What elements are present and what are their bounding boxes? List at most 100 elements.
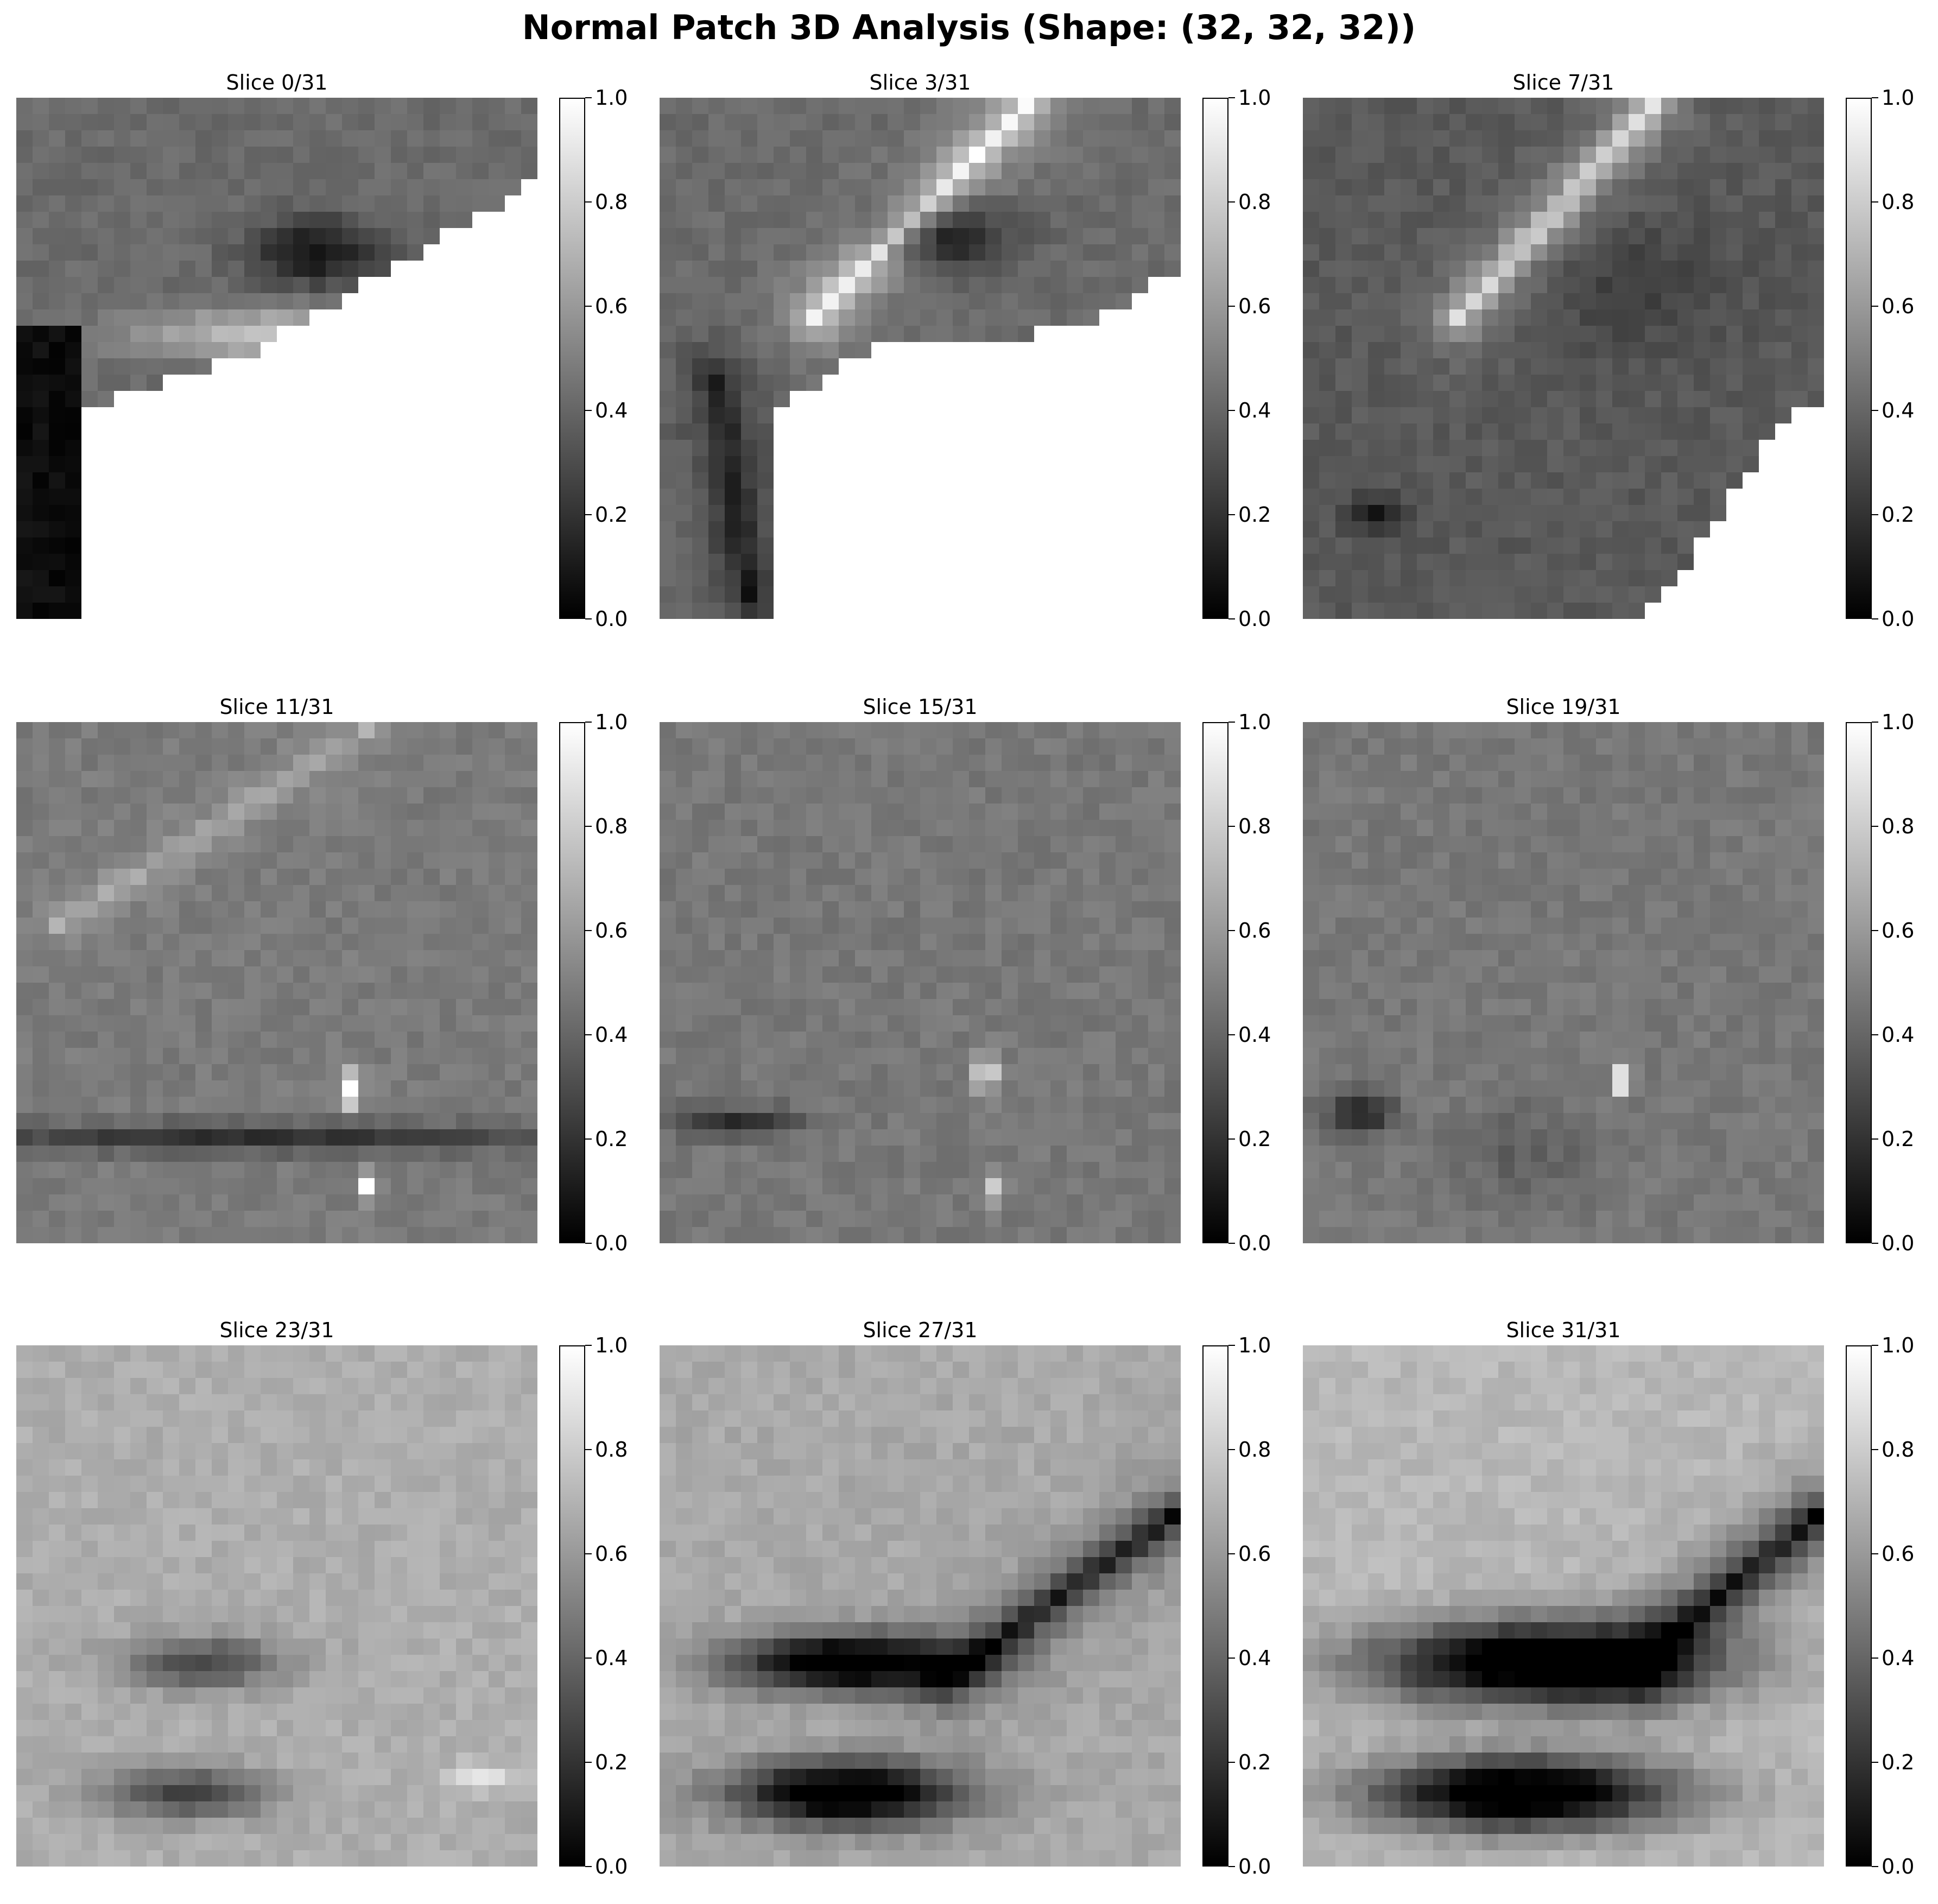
colorbar-tick-label: 1.0 <box>1238 1333 1271 1357</box>
colorbar-tick <box>1228 1243 1235 1244</box>
colorbar-tick <box>1228 1866 1235 1867</box>
colorbar-tick <box>1872 1658 1878 1659</box>
colorbar-tick-label: 0.0 <box>1238 1855 1271 1878</box>
colorbar-tick-label: 0.8 <box>1882 814 1915 838</box>
colorbar-tick-label: 0.2 <box>1238 1750 1271 1774</box>
slice-title: Slice 0/31 <box>226 71 328 94</box>
colorbar-tick-label: 0.8 <box>595 814 628 838</box>
colorbar-tick <box>1228 1658 1235 1659</box>
slice-title: Slice 31/31 <box>1506 1318 1621 1342</box>
colorbar-tick-label: 0.2 <box>1882 503 1915 527</box>
colorbar-tick-label: 0.4 <box>1238 398 1271 422</box>
colorbar-tick <box>1872 826 1878 827</box>
colorbar-tick <box>585 410 592 411</box>
colorbar <box>1846 1345 1872 1867</box>
colorbar-tick-label: 0.6 <box>1882 919 1915 942</box>
colorbar-tick <box>1228 1449 1235 1450</box>
colorbar-tick <box>585 1553 592 1554</box>
slice-heatmap <box>1303 98 1824 619</box>
colorbar <box>1846 98 1872 619</box>
figure-title: Normal Patch 3D Analysis (Shape: (32, 32… <box>522 8 1416 47</box>
colorbar-tick <box>1872 1345 1878 1346</box>
colorbar-tick-label: 0.4 <box>595 1023 628 1047</box>
colorbar-tick <box>1872 722 1878 723</box>
colorbar-tick <box>585 1866 592 1867</box>
colorbar-tick-label: 0.2 <box>595 1127 628 1151</box>
colorbar-tick-label: 0.0 <box>595 1231 628 1255</box>
colorbar-tick-label: 0.4 <box>1238 1023 1271 1047</box>
colorbar-tick-label: 0.4 <box>1238 1646 1271 1670</box>
colorbar-tick-label: 0.2 <box>595 1750 628 1774</box>
colorbar-tick <box>585 1449 592 1450</box>
colorbar-tick <box>585 722 592 723</box>
colorbar-tick-label: 0.2 <box>1882 1127 1915 1151</box>
colorbar-tick-label: 0.0 <box>1882 1231 1915 1255</box>
colorbar-tick <box>585 826 592 827</box>
colorbar-tick <box>1872 410 1878 411</box>
colorbar-tick <box>585 1243 592 1244</box>
colorbar-tick-label: 0.6 <box>1882 1542 1915 1566</box>
colorbar-tick <box>1872 306 1878 307</box>
colorbar-tick <box>1872 930 1878 931</box>
colorbar-tick-label: 0.4 <box>595 1646 628 1670</box>
colorbar-tick-label: 0.2 <box>1238 1127 1271 1151</box>
colorbar-tick-label: 0.6 <box>1238 1542 1271 1566</box>
colorbar-tick-label: 0.4 <box>1882 1646 1915 1670</box>
colorbar-tick-label: 0.6 <box>1882 294 1915 318</box>
colorbar-tick-label: 1.0 <box>1882 710 1915 734</box>
colorbar-tick <box>585 930 592 931</box>
colorbar-tick-label: 0.8 <box>1238 814 1271 838</box>
colorbar-tick <box>585 1138 592 1140</box>
colorbar-tick <box>1872 1762 1878 1763</box>
colorbar <box>559 1345 585 1867</box>
colorbar-tick-label: 1.0 <box>1882 86 1915 110</box>
colorbar-tick <box>585 618 592 619</box>
colorbar-tick <box>1228 410 1235 411</box>
colorbar-tick <box>1228 1345 1235 1346</box>
colorbar-tick-label: 0.0 <box>595 1855 628 1878</box>
slice-title: Slice 11/31 <box>219 695 334 719</box>
slice-heatmap <box>1303 1345 1824 1867</box>
colorbar-tick-label: 0.2 <box>1882 1750 1915 1774</box>
colorbar <box>559 98 585 619</box>
colorbar-tick-label: 0.8 <box>595 190 628 214</box>
colorbar-tick <box>1228 826 1235 827</box>
colorbar-tick <box>585 1345 592 1346</box>
slice-heatmap <box>16 722 537 1243</box>
slice-heatmap <box>1303 722 1824 1243</box>
colorbar <box>1202 722 1228 1243</box>
colorbar-tick <box>1228 1034 1235 1035</box>
colorbar-tick-label: 0.6 <box>595 919 628 942</box>
colorbar-tick-label: 0.8 <box>1882 190 1915 214</box>
colorbar-tick <box>1872 1449 1878 1450</box>
slice-heatmap <box>16 1345 537 1867</box>
colorbar-tick-label: 0.6 <box>595 1542 628 1566</box>
slice-heatmap <box>660 98 1181 619</box>
slice-heatmap <box>660 722 1181 1243</box>
colorbar-tick-label: 0.0 <box>1238 607 1271 631</box>
colorbar-tick-label: 0.8 <box>1882 1438 1915 1462</box>
colorbar-tick <box>1872 97 1878 98</box>
colorbar-tick-label: 1.0 <box>595 1333 628 1357</box>
colorbar-tick <box>585 306 592 307</box>
colorbar-tick <box>585 97 592 98</box>
colorbar-tick-label: 0.0 <box>1882 607 1915 631</box>
colorbar-tick <box>1872 1034 1878 1035</box>
colorbar <box>1202 1345 1228 1867</box>
colorbar-tick-label: 0.4 <box>595 398 628 422</box>
colorbar-tick-label: 0.0 <box>595 607 628 631</box>
slice-heatmap <box>660 1345 1181 1867</box>
colorbar-tick <box>585 1034 592 1035</box>
colorbar-tick-label: 0.4 <box>1882 1023 1915 1047</box>
colorbar-tick <box>585 1658 592 1659</box>
colorbar <box>559 722 585 1243</box>
slice-title: Slice 7/31 <box>1512 71 1614 94</box>
colorbar-tick <box>1228 722 1235 723</box>
colorbar-tick <box>585 201 592 203</box>
colorbar-tick-label: 0.8 <box>1238 190 1271 214</box>
colorbar <box>1846 722 1872 1243</box>
colorbar <box>1202 98 1228 619</box>
colorbar-tick-label: 1.0 <box>1882 1333 1915 1357</box>
colorbar-tick <box>1228 618 1235 619</box>
colorbar-tick <box>1872 514 1878 515</box>
